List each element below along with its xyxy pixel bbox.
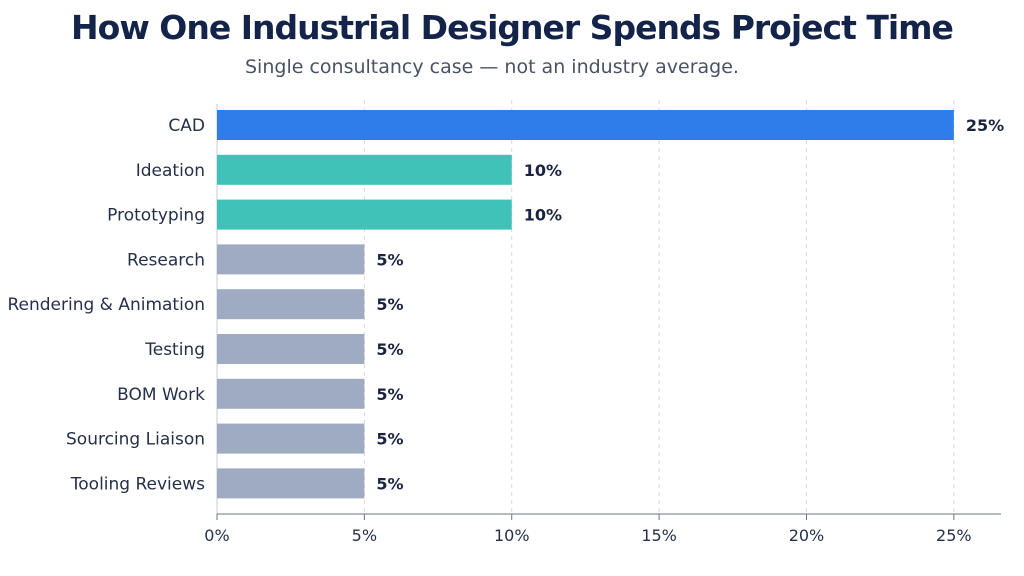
value-label: 10% (524, 206, 562, 225)
category-label: Rendering & Animation (7, 295, 205, 315)
bar (217, 199, 512, 230)
tick-label: 25% (936, 526, 972, 545)
bar (217, 378, 365, 409)
tick-label: 10% (494, 526, 530, 545)
category-label: Prototyping (107, 206, 205, 226)
category-labels: CAD Ideation Prototyping Research Rendering … (7, 116, 205, 494)
value-label: 5% (376, 295, 403, 314)
category-label: Sourcing Liaison (66, 430, 205, 450)
bar (217, 423, 365, 454)
tick-label: 5% (352, 526, 377, 545)
value-label: 25% (966, 116, 1004, 135)
tick-label: 15% (641, 526, 677, 545)
bar (217, 468, 365, 499)
chart-subtitle: Single consultancy case — not an industr… (245, 56, 739, 78)
category-label: CAD (168, 116, 205, 136)
value-label: 5% (376, 250, 403, 269)
bar (217, 110, 954, 140)
bars (217, 110, 954, 499)
tick-label: 20% (789, 526, 825, 545)
category-label: Research (127, 250, 205, 270)
value-label: 5% (376, 430, 403, 449)
category-label: Tooling Reviews (70, 474, 205, 494)
x-axis-ticks: 0% 5% 10% 15% 20% 25% (204, 514, 972, 545)
value-labels: 25% 10% 10% 5% 5% 5% 5% 5% 5% (376, 116, 1004, 493)
tick-label: 0% (204, 526, 229, 545)
value-label: 10% (524, 161, 562, 180)
bar (217, 289, 365, 320)
category-label: Testing (144, 340, 205, 360)
category-label: Ideation (136, 161, 205, 181)
value-label: 5% (376, 385, 403, 404)
chart-title: How One Industrial Designer Spends Proje… (71, 8, 954, 47)
value-label: 5% (376, 340, 403, 359)
bar (217, 244, 365, 275)
bar (217, 154, 512, 185)
bar (217, 334, 365, 364)
value-label: 5% (376, 474, 403, 493)
category-label: BOM Work (117, 385, 205, 405)
